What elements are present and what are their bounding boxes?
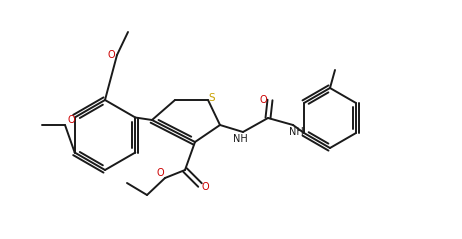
- Text: NH: NH: [233, 134, 247, 144]
- Text: S: S: [209, 93, 215, 103]
- Text: NH: NH: [289, 127, 304, 137]
- Text: O: O: [107, 50, 115, 60]
- Text: O: O: [201, 182, 209, 192]
- Text: O: O: [259, 95, 267, 105]
- Text: O: O: [156, 168, 164, 178]
- Text: O: O: [67, 115, 75, 125]
